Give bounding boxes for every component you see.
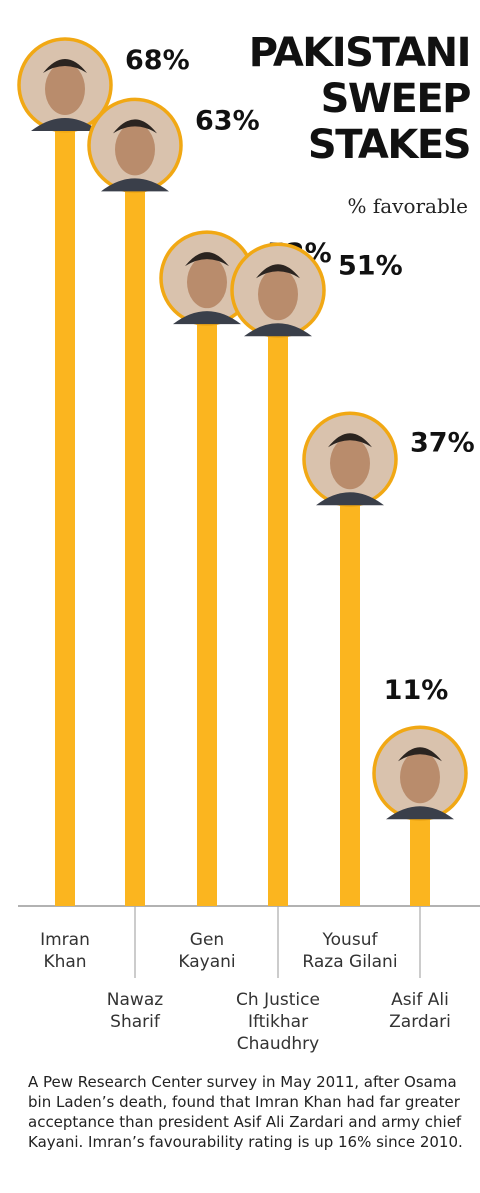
category-label: Zardari	[389, 1012, 451, 1032]
portrait-hair	[256, 264, 300, 279]
category-label: Asif Ali	[391, 990, 449, 1010]
title-line: STAKES	[307, 122, 472, 168]
bar	[268, 290, 288, 906]
bar	[55, 85, 75, 906]
bar	[125, 145, 145, 906]
value-label: 11%	[384, 675, 449, 706]
portrait-hair	[185, 252, 229, 267]
portrait-face	[115, 123, 155, 176]
portrait-face	[330, 437, 370, 490]
category-label: Kayani	[178, 952, 235, 972]
portrait-hair	[398, 747, 442, 762]
portrait-shoulders	[101, 178, 169, 192]
portrait-hair	[328, 433, 372, 448]
category-label: Nawaz	[107, 990, 163, 1010]
category-label: Gen	[190, 930, 224, 950]
portrait-shoulders	[173, 311, 241, 325]
portrait-shoulders	[316, 492, 384, 506]
category-label: Chaudhry	[237, 1034, 319, 1054]
portrait-hair	[43, 59, 87, 73]
portrait-shoulders	[31, 118, 99, 131]
category-label: Yousuf	[322, 930, 379, 950]
bar	[340, 459, 360, 906]
portrait-face	[258, 268, 298, 321]
chart-title: PAKISTANI SWEEP STAKES	[248, 30, 472, 168]
portrait-face	[400, 751, 440, 804]
title-line: SWEEP	[320, 76, 472, 122]
value-label: 37%	[410, 427, 475, 458]
portrait-hair	[113, 119, 157, 134]
value-label: 68%	[125, 45, 190, 76]
category-label: Sharif	[110, 1012, 161, 1032]
category-label: Khan	[43, 952, 86, 972]
value-label: 51%	[338, 250, 403, 281]
portrait-face	[187, 256, 227, 309]
footnote: A Pew Research Center survey in May 2011…	[28, 1073, 463, 1151]
category-label: Imran	[40, 930, 90, 950]
category-label: Iftikhar	[248, 1012, 308, 1032]
portrait-shoulders	[386, 806, 454, 820]
value-label: 63%	[195, 105, 260, 136]
category-label: Ch Justice	[236, 990, 320, 1010]
chart-subtitle: % favorable	[347, 194, 468, 218]
portrait-shoulders	[244, 323, 312, 337]
portrait-face	[45, 63, 85, 115]
category-label: Raza Gilani	[302, 952, 397, 972]
title-line: PAKISTANI	[248, 30, 472, 76]
bar	[197, 278, 217, 906]
